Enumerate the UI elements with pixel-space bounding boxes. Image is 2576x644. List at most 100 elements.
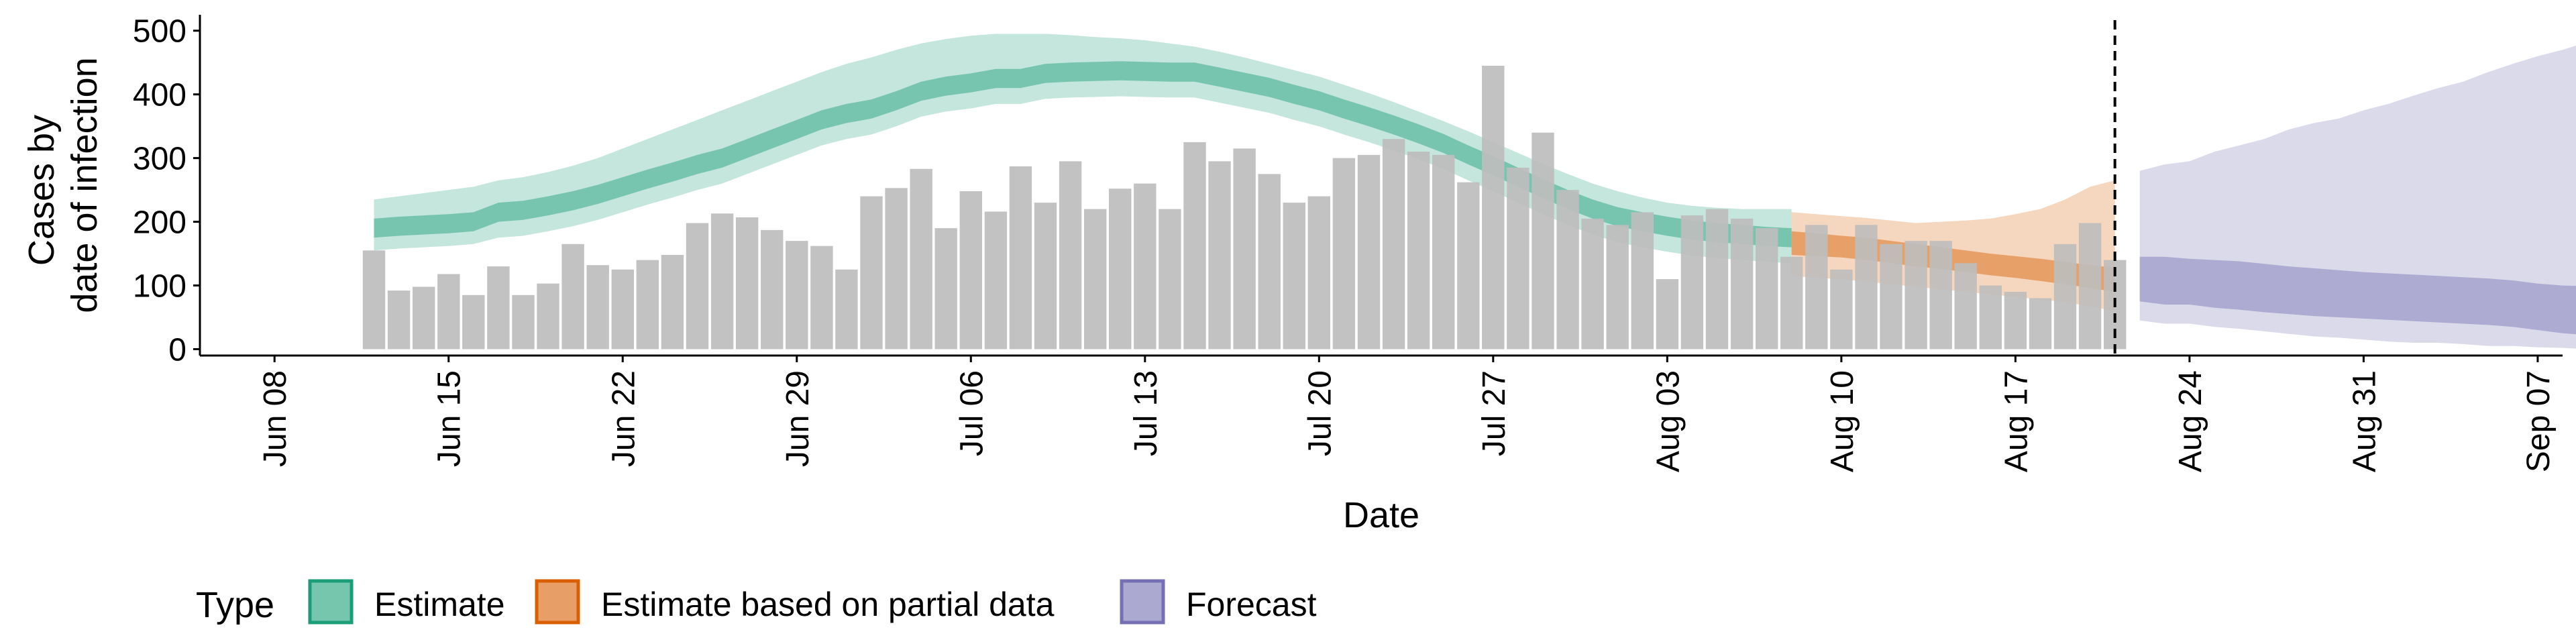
bar [1407,152,1430,350]
bar [1332,158,1356,350]
bar [2029,298,2052,350]
bar [1680,215,1704,350]
y-axis-title: Cases by date of infection [21,57,105,313]
bar [686,223,709,350]
bar [1606,225,1629,350]
bar [1034,203,1057,350]
bar [2053,244,2077,350]
bar [1134,183,1157,350]
x-tick-label: Aug 17 [1998,370,2034,472]
x-tick-label: Jun 29 [780,370,816,467]
bar [1756,228,1778,350]
y-tick-label: 100 [133,269,186,305]
bar [710,213,734,350]
bar [860,196,883,350]
bar [1904,241,1927,350]
bar [2004,292,2027,350]
x-tick-label: Jul 06 [954,370,989,456]
y-tick-label: 500 [133,14,186,50]
bar [810,246,833,350]
bar [1830,269,1853,350]
forecast-outer-band [2139,46,2576,349]
x-tick-label: Sep 07 [2521,370,2557,472]
bar [1581,218,1604,350]
bar [1159,209,1181,350]
bar [1059,161,1082,350]
legend-label-forecast: Forecast [1186,586,1317,623]
bar [1109,189,1132,350]
bar [1009,166,1032,350]
y-axis-ticks: 0 100 200 300 400 500 [133,14,200,368]
bar [885,188,908,350]
bar [586,265,609,350]
bar [1307,196,1330,350]
bar [611,269,634,350]
x-tick-label: Jun 22 [606,370,641,467]
bar [1507,167,1529,350]
axes: Jun 08 Jun 15 Jun 22 Jun 29 Jul 06 Jul 13 Jul … [133,14,2563,472]
bar [1705,209,1729,350]
bar [1805,225,1828,350]
y-axis-title-line-1: Cases by [21,115,62,266]
bar [1183,142,1206,350]
bar [835,269,858,350]
bar [1283,203,1305,350]
y-axis-title-line-2: date of infection [64,57,105,313]
x-tick-label: Aug 31 [2347,370,2382,472]
bar [1532,132,1554,350]
bar [910,168,932,350]
x-tick-label: Jul 13 [1128,370,1164,456]
y-tick-label: 300 [133,142,186,177]
bar [561,244,584,350]
bar [413,286,435,350]
bar [761,229,784,350]
bar [1631,212,1654,350]
bar [537,283,559,350]
bar [1432,154,1455,350]
bar [934,228,957,350]
bar [1084,209,1107,350]
bar [1855,225,1878,350]
x-axis-title: Date [1343,495,1419,535]
bar [1482,66,1505,350]
bar [1954,263,1977,350]
legend-label-estimate: Estimate [374,586,505,623]
bar [661,255,684,350]
bar [1556,190,1579,350]
forecast-inner-band [2139,256,2576,335]
bar [1382,139,1405,350]
x-tick-label: Jun 08 [258,370,293,467]
bar [1656,279,1679,350]
bar [437,274,460,350]
bar-layer [362,66,2127,350]
bar [959,191,982,350]
bar [1233,148,1256,350]
bar [2078,223,2102,350]
x-tick-label: Jun 15 [432,370,468,467]
x-axis-ticks: Jun 08 Jun 15 Jun 22 Jun 29 Jul 06 Jul 13 Jul … [258,356,2557,472]
legend-title: Type [196,585,274,625]
bar [786,241,808,350]
bar [362,250,386,350]
bar [1208,161,1231,350]
bar [735,217,759,350]
legend-key-forecast [1120,579,1165,625]
bar [487,266,510,350]
bar [1258,174,1281,350]
x-tick-label: Jul 27 [1477,370,1512,456]
x-tick-label: Jul 20 [1302,370,1338,456]
bar [1880,244,1902,350]
bar [1780,256,1803,350]
x-tick-label: Aug 03 [1650,370,1686,472]
bar [462,294,485,350]
y-tick-label: 0 [168,333,186,368]
bar [1457,182,1480,350]
x-tick-label: Aug 24 [2173,370,2208,472]
bar [1357,154,1381,350]
x-tick-label: Aug 10 [1825,370,1860,472]
bar [512,294,535,350]
legend-key-estimate-based-on-partial-data [535,579,580,625]
y-tick-label: 400 [133,78,186,113]
bar [1929,241,1952,350]
